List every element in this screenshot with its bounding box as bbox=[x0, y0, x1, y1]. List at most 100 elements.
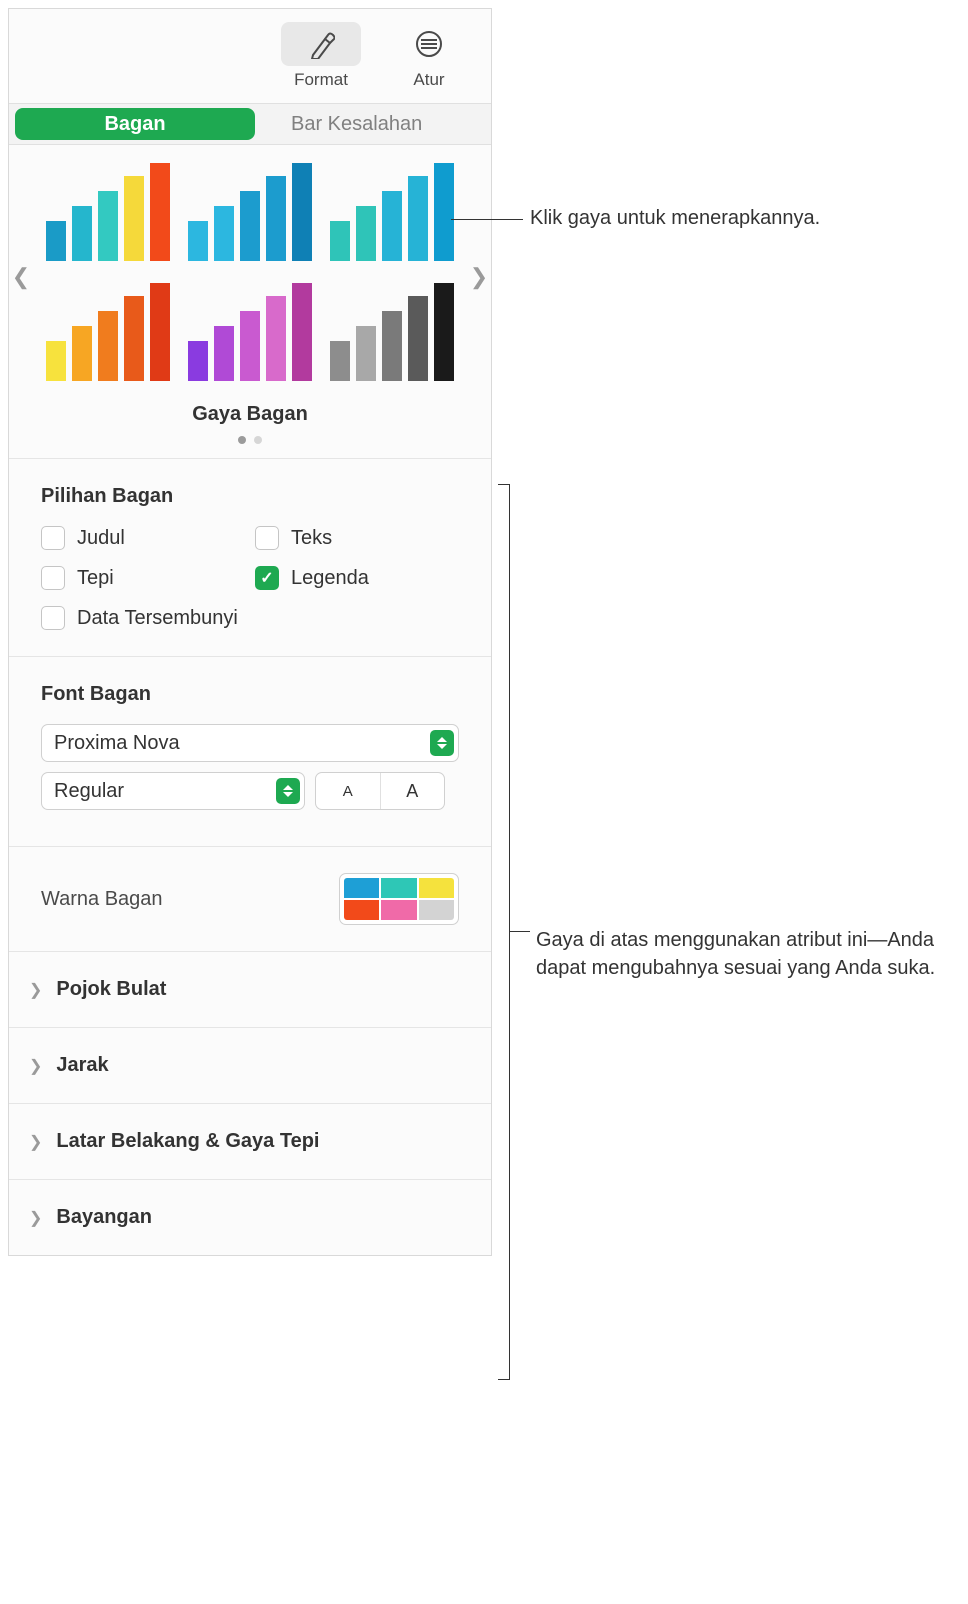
style-bar bbox=[266, 296, 286, 381]
callout-bracket bbox=[498, 484, 510, 1380]
updown-icon bbox=[276, 778, 300, 804]
arrange-tool[interactable]: Atur bbox=[389, 22, 469, 90]
checkbox[interactable]: ✓ bbox=[255, 566, 279, 590]
chart-style-thumbnail[interactable] bbox=[183, 281, 317, 393]
disclosure-shadow[interactable]: ❯ Bayangan bbox=[9, 1180, 491, 1255]
disclosure-label: Jarak bbox=[56, 1054, 108, 1077]
style-bar bbox=[292, 163, 312, 261]
disclosure-rounded-corners[interactable]: ❯ Pojok Bulat bbox=[9, 952, 491, 1028]
style-bar bbox=[150, 283, 170, 381]
page-dots bbox=[9, 426, 491, 458]
chevron-right-icon: ❯ bbox=[29, 980, 42, 1000]
style-bar bbox=[188, 221, 208, 261]
checkbox[interactable] bbox=[255, 526, 279, 550]
color-swatch bbox=[344, 900, 379, 920]
callout-text-1: Klik gaya untuk menerapkannya. bbox=[530, 204, 950, 232]
chart-style-thumbnail[interactable] bbox=[41, 281, 175, 393]
checkbox[interactable] bbox=[41, 526, 65, 550]
font-style-value: Regular bbox=[54, 780, 124, 803]
style-bar bbox=[72, 326, 92, 381]
style-bar bbox=[292, 283, 312, 381]
disclosure-label: Bayangan bbox=[56, 1206, 152, 1229]
checkmark-icon: ✓ bbox=[260, 568, 273, 588]
styles-prev-arrow[interactable]: ❮ bbox=[9, 264, 33, 290]
chart-option-item: Data Tersembunyi bbox=[41, 606, 459, 630]
style-bar bbox=[356, 326, 376, 381]
style-bar bbox=[214, 206, 234, 261]
styles-next-arrow[interactable]: ❯ bbox=[467, 264, 491, 290]
font-family-select[interactable]: Proxima Nova bbox=[41, 724, 459, 762]
font-size-stepper: A A bbox=[315, 772, 445, 810]
format-inspector-panel: Format Atur Bagan Bar Kesalahan ❮ ❯ Gaya… bbox=[8, 8, 492, 1256]
arrange-icon bbox=[389, 22, 469, 66]
chart-styles-section: ❮ ❯ Gaya Bagan bbox=[9, 145, 491, 459]
chevron-right-icon: ❯ bbox=[29, 1056, 42, 1076]
format-tool-label: Format bbox=[294, 70, 348, 90]
page-dot-1[interactable] bbox=[238, 436, 246, 444]
disclosure-spacing[interactable]: ❯ Jarak bbox=[9, 1028, 491, 1104]
chart-font-section: Font Bagan Proxima Nova Regular A A bbox=[9, 657, 491, 847]
font-size-smaller-button[interactable]: A bbox=[316, 773, 381, 809]
updown-icon bbox=[430, 730, 454, 756]
style-bar bbox=[214, 326, 234, 381]
style-bar bbox=[408, 176, 428, 261]
callout-leader-line bbox=[451, 219, 523, 220]
tab-error-bars[interactable]: Bar Kesalahan bbox=[265, 108, 448, 140]
format-icon bbox=[281, 22, 361, 66]
checkbox[interactable] bbox=[41, 566, 65, 590]
style-bar bbox=[46, 341, 66, 381]
color-swatch bbox=[381, 878, 416, 898]
callout-text-2: Gaya di atas menggunakan atribut ini—And… bbox=[536, 926, 956, 982]
disclosure-label: Latar Belakang & Gaya Tepi bbox=[56, 1130, 319, 1153]
checkbox[interactable] bbox=[41, 606, 65, 630]
style-bar bbox=[98, 311, 118, 381]
page-dot-2[interactable] bbox=[254, 436, 262, 444]
font-size-larger-button[interactable]: A bbox=[381, 773, 445, 809]
style-bar bbox=[330, 341, 350, 381]
chevron-right-icon: ❯ bbox=[29, 1132, 42, 1152]
style-bar bbox=[266, 176, 286, 261]
format-tool[interactable]: Format bbox=[281, 22, 361, 90]
font-style-select[interactable]: Regular bbox=[41, 772, 305, 810]
disclosure-background-border[interactable]: ❯ Latar Belakang & Gaya Tepi bbox=[9, 1104, 491, 1180]
style-bar bbox=[72, 206, 92, 261]
color-swatch bbox=[419, 900, 454, 920]
style-bar bbox=[434, 163, 454, 261]
tab-chart[interactable]: Bagan bbox=[15, 108, 255, 140]
chart-styles-title: Gaya Bagan bbox=[9, 399, 491, 426]
chart-style-thumbnail[interactable] bbox=[183, 161, 317, 273]
chart-option-item: Teks bbox=[255, 526, 459, 550]
checkbox-label: Judul bbox=[77, 527, 125, 550]
inspector-toolbar: Format Atur bbox=[9, 9, 491, 103]
style-bar bbox=[46, 221, 66, 261]
style-bar bbox=[150, 163, 170, 261]
style-bar bbox=[124, 176, 144, 261]
disclosure-label: Pojok Bulat bbox=[56, 978, 166, 1001]
style-bar bbox=[98, 191, 118, 261]
style-bar bbox=[240, 191, 260, 261]
chart-option-item: Tepi bbox=[41, 566, 245, 590]
style-bar bbox=[330, 221, 350, 261]
chevron-right-icon: ❯ bbox=[29, 1208, 42, 1228]
checkbox-label: Teks bbox=[291, 527, 332, 550]
callout-bracket-tick bbox=[510, 931, 530, 932]
color-swatch bbox=[419, 878, 454, 898]
style-bar bbox=[408, 296, 428, 381]
font-family-value: Proxima Nova bbox=[54, 732, 180, 755]
chart-styles-grid bbox=[41, 155, 459, 399]
chart-options-grid: Judul Teks Tepi ✓ Legenda Data Tersembunyi bbox=[41, 526, 459, 630]
chart-options-title: Pilihan Bagan bbox=[41, 485, 459, 508]
chart-option-item: ✓ Legenda bbox=[255, 566, 459, 590]
chart-color-label: Warna Bagan bbox=[41, 888, 163, 911]
chart-options-section: Pilihan Bagan Judul Teks Tepi ✓ Legenda Data … bbox=[9, 459, 491, 657]
checkbox-label: Tepi bbox=[77, 567, 114, 590]
chart-style-thumbnail[interactable] bbox=[325, 281, 459, 393]
style-bar bbox=[382, 311, 402, 381]
checkbox-label: Legenda bbox=[291, 567, 369, 590]
chart-style-thumbnail[interactable] bbox=[41, 161, 175, 273]
chart-color-button[interactable] bbox=[339, 873, 459, 925]
chart-style-thumbnail[interactable] bbox=[325, 161, 459, 273]
color-swatch bbox=[381, 900, 416, 920]
inspector-tabbar: Bagan Bar Kesalahan bbox=[9, 103, 491, 145]
style-bar bbox=[356, 206, 376, 261]
